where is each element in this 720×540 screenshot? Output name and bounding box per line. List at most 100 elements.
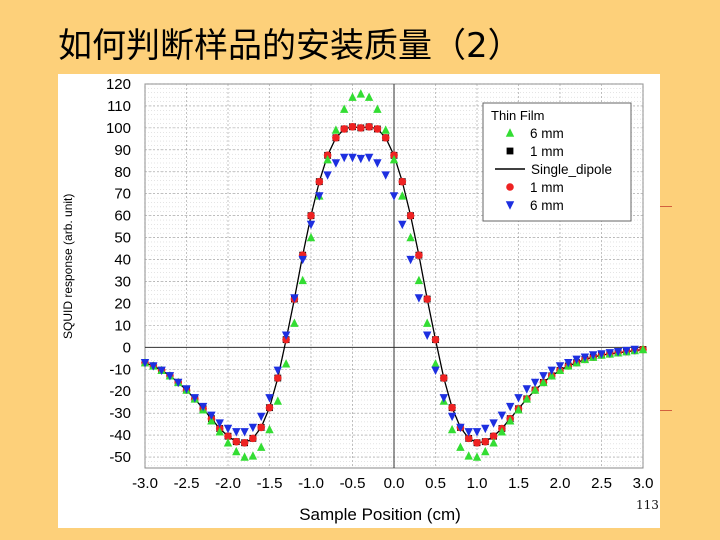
data-point-triangle-down <box>290 294 299 303</box>
data-point-circle <box>265 403 274 412</box>
data-point-circle <box>464 434 473 443</box>
data-point-triangle-up <box>539 377 548 387</box>
data-point-circle <box>348 122 357 131</box>
data-point-triangle-down <box>506 402 515 412</box>
x-tick-label: 1.0 <box>467 475 488 492</box>
y-tick-label: 50 <box>114 230 131 247</box>
y-tick-label: 0 <box>123 339 131 356</box>
data-point-triangle-up <box>447 424 457 434</box>
data-point-triangle-down <box>248 423 258 433</box>
slide-title: 如何判断样品的安装质量（2） <box>58 26 522 66</box>
data-point-circle <box>274 374 282 382</box>
data-point-triangle-down <box>472 428 482 437</box>
data-point-circle <box>240 438 249 447</box>
data-point-triangle-up <box>215 427 224 436</box>
y-tick-label: 10 <box>114 317 131 334</box>
data-point-triangle-down <box>481 424 490 434</box>
data-point-triangle-up <box>431 359 440 368</box>
data-point-circle <box>357 124 365 132</box>
x-tick-label: -1.0 <box>298 475 324 492</box>
page-number: 113 <box>636 498 659 512</box>
x-tick-labels: -3.0 -2.5 -2.0 -1.5 -1.0 -0.5 0.0 0.5 1.0 1.5 2.0 2… <box>132 475 653 492</box>
data-point-triangle-up <box>456 442 465 451</box>
legend-title: Thin Film <box>491 108 544 123</box>
data-point-circle <box>481 437 490 446</box>
data-point-triangle-down <box>323 171 332 180</box>
legend-entry-label: 1 mm <box>530 144 564 159</box>
y-tick-label: 60 <box>114 208 131 225</box>
x-tick-label: 2.5 <box>591 475 612 492</box>
data-point-triangle-up <box>522 394 531 403</box>
y-tick-label: 20 <box>114 295 131 312</box>
data-point-triangle-down <box>174 378 183 388</box>
data-point-triangle-down <box>223 424 233 434</box>
data-point-circle <box>473 438 481 447</box>
data-point-triangle-up <box>481 446 490 456</box>
data-point-triangle-down <box>514 394 523 403</box>
data-point-triangle-down <box>348 153 357 163</box>
data-point-triangle-down <box>381 171 390 180</box>
data-point-triangle-up <box>223 438 233 447</box>
legend-entry-label: 6 mm <box>530 198 564 213</box>
legend-marker-circle <box>506 183 514 191</box>
data-point-triangle-up <box>348 92 357 101</box>
data-point-triangle-up <box>364 92 374 101</box>
data-point-triangle-down <box>140 358 150 368</box>
y-tick-label: 90 <box>114 142 131 159</box>
data-point-triangle-down <box>182 385 191 394</box>
data-point-triangle-up <box>298 275 307 285</box>
y-tick-label: 120 <box>106 76 131 93</box>
data-point-triangle-down <box>597 350 606 359</box>
data-point-triangle-up <box>381 125 390 134</box>
data-point-circle <box>224 432 232 440</box>
data-point-circle <box>315 177 324 186</box>
data-point-circle <box>489 432 498 440</box>
data-point-circle <box>249 434 257 443</box>
x-tick-label: -2.0 <box>215 475 241 492</box>
data-point-triangle-down <box>257 412 266 422</box>
y-tick-label: -10 <box>109 361 131 378</box>
data-point-triangle-up <box>240 452 249 461</box>
data-point-triangle-down <box>190 394 199 403</box>
x-tick-label: -2.5 <box>174 475 200 492</box>
data-point-triangle-up <box>207 416 216 425</box>
data-point-triangle-down <box>232 428 241 437</box>
data-point-triangle-down <box>555 362 565 371</box>
data-point-triangle-down <box>522 385 531 394</box>
data-point-triangle-down <box>630 345 639 355</box>
y-tick-label: 70 <box>114 186 131 203</box>
data-point-triangle-down <box>215 419 224 428</box>
data-point-triangle-down <box>622 346 631 356</box>
legend-marker-square <box>506 147 514 155</box>
data-point-circle <box>381 133 390 142</box>
x-tick-label: 1.5 <box>508 475 529 492</box>
data-point-triangle-down <box>539 372 548 381</box>
data-point-circle <box>431 335 440 344</box>
data-point-triangle-down <box>331 159 341 168</box>
data-point-triangle-up <box>514 405 523 414</box>
data-point-triangle-down <box>456 423 465 433</box>
y-tick-labels: 1201101009080706050403020100-10-20-30-40… <box>106 76 131 466</box>
y-tick-label: 80 <box>114 164 131 181</box>
data-point-circle <box>440 374 448 382</box>
data-point-circle <box>423 295 432 303</box>
legend-marker-triangle-up <box>505 128 515 137</box>
data-point-circle <box>257 423 265 432</box>
data-point-triangle-down <box>530 378 540 388</box>
data-point-circle <box>398 177 407 186</box>
legend-entry-label: 6 mm <box>530 126 564 141</box>
data-point-triangle-down <box>580 353 590 362</box>
data-point-triangle-up <box>398 191 407 200</box>
data-point-triangle-down <box>315 192 324 201</box>
data-point-triangle-down <box>589 351 598 360</box>
data-point-circle <box>415 251 423 259</box>
x-tick-label: -1.5 <box>257 475 283 492</box>
data-point-circle <box>365 122 373 131</box>
axes <box>145 84 643 468</box>
data-point-triangle-down <box>423 331 432 340</box>
y-tick-label: -20 <box>109 383 131 400</box>
data-point-triangle-up <box>497 427 507 436</box>
data-point-triangle-up <box>290 318 299 327</box>
y-tick-label: -50 <box>109 449 131 466</box>
data-point-triangle-down <box>414 294 424 303</box>
